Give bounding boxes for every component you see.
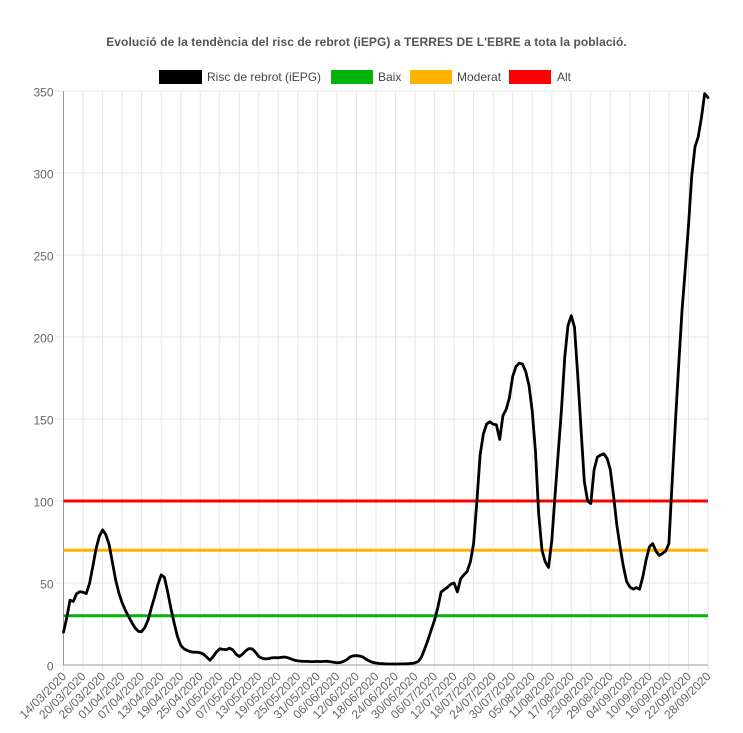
svg-text:200: 200 [33,331,53,345]
svg-text:100: 100 [33,495,53,509]
svg-text:0: 0 [47,659,54,673]
svg-text:150: 150 [33,413,53,427]
svg-text:300: 300 [33,167,53,181]
svg-text:350: 350 [33,85,53,99]
svg-text:250: 250 [33,249,53,263]
svg-text:50: 50 [40,577,54,591]
